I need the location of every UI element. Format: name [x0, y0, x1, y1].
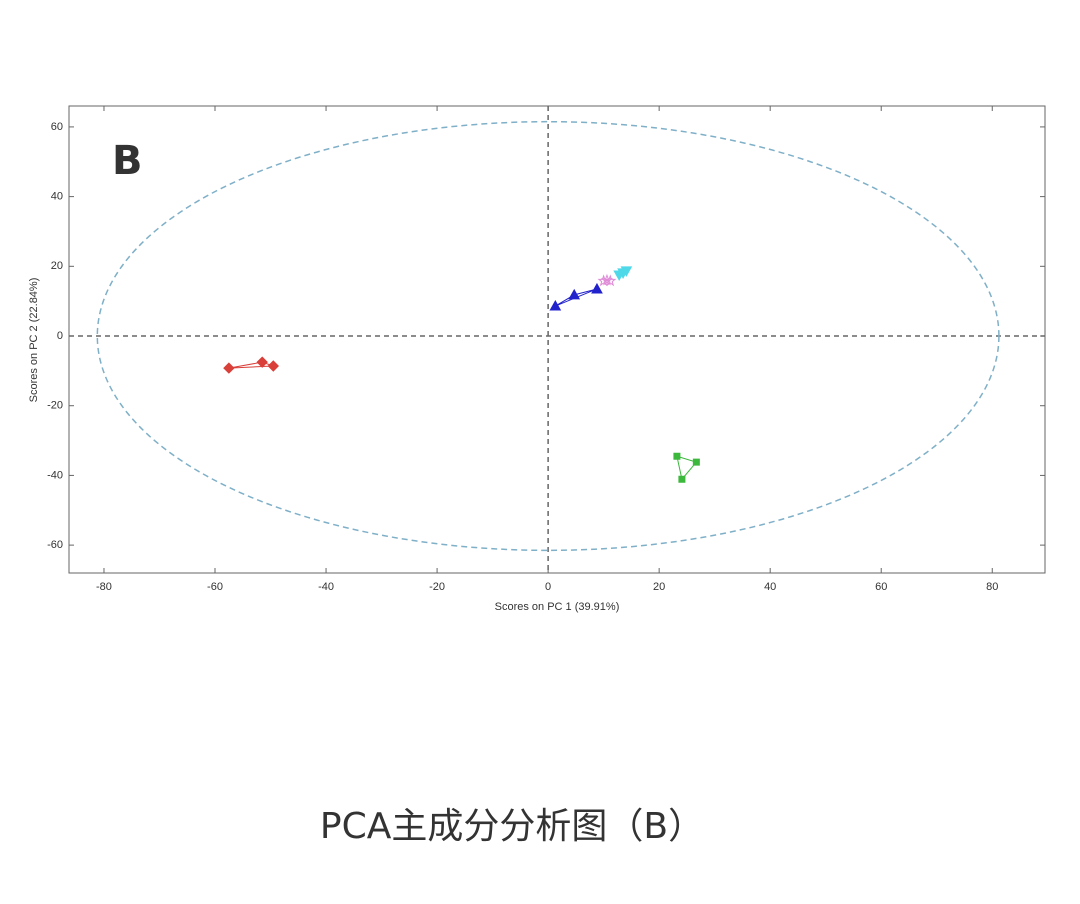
- point: [591, 282, 603, 294]
- point: [267, 360, 280, 372]
- x-axis-label: Scores on PC 1 (39.91%): [495, 601, 620, 613]
- x-tick-label: 40: [764, 581, 776, 593]
- x-tick-label: 20: [653, 581, 665, 593]
- point: [604, 274, 617, 287]
- y-tick-label: -40: [47, 469, 63, 481]
- point: [600, 273, 614, 286]
- x-tick-label: 0: [545, 581, 551, 593]
- y-tick-label: -20: [47, 400, 63, 412]
- panel-label: B: [112, 138, 143, 184]
- plot-frame: [68, 105, 1046, 574]
- y-tick-label: 20: [51, 260, 63, 272]
- point: [673, 452, 681, 460]
- point: [256, 356, 268, 368]
- group-outline: [228, 361, 274, 369]
- y-tick-label: -60: [47, 539, 63, 551]
- caption: PCA主成分分析图（B）: [320, 806, 704, 847]
- point: [223, 362, 235, 374]
- confidence-ellipse: [96, 120, 1000, 552]
- x-tick-label: 80: [986, 581, 998, 593]
- x-tick-label: -80: [96, 581, 112, 593]
- x-tick-label: 60: [875, 581, 887, 593]
- x-tick-label: -20: [429, 581, 445, 593]
- point: [692, 458, 700, 466]
- y-tick-label: 60: [51, 121, 63, 133]
- x-tick-label: -60: [207, 581, 223, 593]
- point: [620, 266, 633, 277]
- y-tick-label: 0: [57, 330, 63, 342]
- x-tick-label: -40: [318, 581, 334, 593]
- point: [568, 288, 581, 300]
- y-tick-label: 40: [51, 191, 63, 203]
- point: [549, 300, 562, 311]
- point: [678, 475, 686, 483]
- group-outline: [676, 455, 698, 481]
- y-axis-label: Scores on PC 2 (22.84%): [28, 278, 40, 403]
